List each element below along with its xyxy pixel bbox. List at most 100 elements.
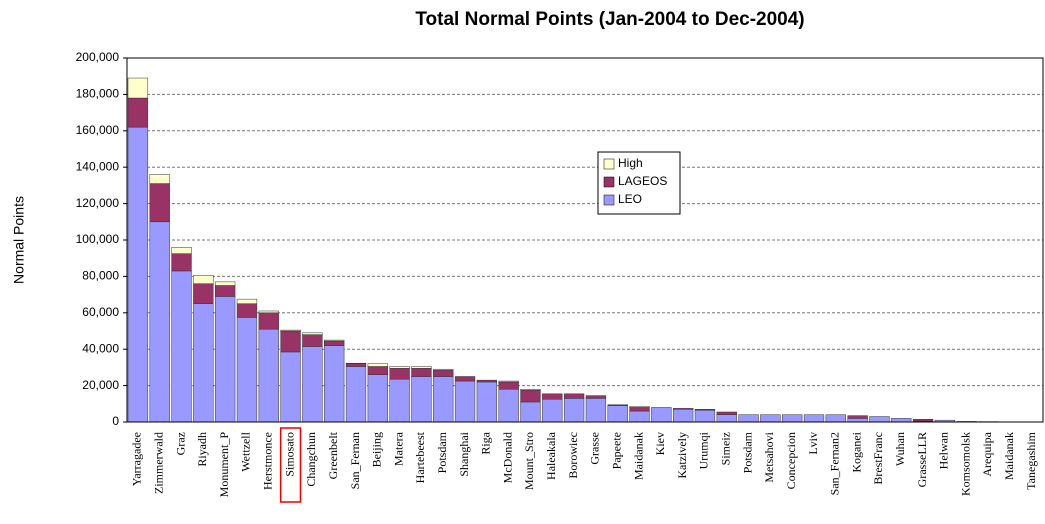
bar-segment bbox=[345, 362, 367, 365]
label-highlight bbox=[279, 427, 302, 503]
x-tick-label: Wuhan bbox=[893, 432, 907, 466]
bar-segment bbox=[651, 407, 672, 423]
x-tick-label: Graz bbox=[173, 432, 187, 455]
bar-segment bbox=[411, 366, 432, 369]
bar-segment bbox=[433, 376, 454, 423]
x-tick-label: Shanghai bbox=[457, 431, 471, 476]
x-tick-label: Grasse bbox=[588, 432, 602, 465]
bar-segment bbox=[345, 366, 367, 423]
bar-segment bbox=[193, 303, 214, 423]
x-tick-label: Wettzell bbox=[239, 431, 253, 471]
x-tick-label: Monument_P bbox=[217, 432, 231, 498]
x-tick-label: Potsdam bbox=[435, 431, 449, 473]
bar-segment bbox=[345, 363, 367, 367]
x-tick-label: Hartebeest bbox=[413, 431, 427, 483]
bar-segment bbox=[280, 351, 301, 423]
y-tick-label: 160,000 bbox=[76, 123, 120, 137]
bar-segment bbox=[433, 369, 454, 377]
x-tick-label: Haleakala bbox=[544, 431, 558, 480]
bar-segment bbox=[214, 281, 236, 286]
x-tick-label: Simosato bbox=[282, 432, 296, 477]
bar-segment bbox=[607, 405, 628, 423]
bar-segment bbox=[149, 221, 170, 423]
x-tick-label: San_Fernan2 bbox=[828, 432, 842, 495]
bar-segment bbox=[607, 404, 628, 406]
bar-segment bbox=[563, 398, 585, 423]
x-tick-label: Matera bbox=[391, 431, 405, 466]
bar-segment bbox=[782, 414, 803, 423]
bar-segment bbox=[847, 418, 868, 423]
y-tick-label: 20,000 bbox=[82, 378, 119, 392]
bar-segment bbox=[171, 247, 192, 254]
bar-segment bbox=[760, 414, 781, 423]
bar-segment bbox=[454, 380, 476, 423]
x-tick-label: McDonald bbox=[500, 432, 514, 483]
plot-frame bbox=[126, 57, 1044, 423]
bar-segment bbox=[302, 346, 323, 423]
x-tick-label: Kiev bbox=[653, 432, 667, 455]
bar-segment bbox=[672, 409, 694, 423]
bar-segment bbox=[389, 378, 410, 423]
y-tick-label: 100,000 bbox=[76, 232, 120, 246]
bar-segment bbox=[738, 414, 759, 423]
bar-segment bbox=[193, 275, 214, 284]
bar-segment bbox=[694, 409, 716, 423]
x-tick-label: Metsahovi bbox=[762, 431, 776, 482]
bar-segment bbox=[891, 418, 912, 423]
x-tick-label: GrasseLLR bbox=[915, 432, 929, 487]
bar-segment bbox=[520, 389, 541, 403]
bar-segment bbox=[214, 296, 236, 423]
x-tick-label: Tanegashim bbox=[1024, 431, 1038, 489]
y-tick-label: 120,000 bbox=[76, 196, 120, 210]
y-tick-label: 140,000 bbox=[76, 159, 120, 173]
x-tick-label: Simeiz bbox=[719, 432, 733, 465]
x-tick-label: Maidanak bbox=[1002, 432, 1016, 480]
x-tick-label: Zimmerwald bbox=[151, 432, 165, 494]
bar-segment bbox=[585, 398, 607, 423]
x-tick-label: Greenbelt bbox=[326, 431, 340, 479]
y-tick-label: 200,000 bbox=[76, 50, 120, 64]
bar-segment bbox=[127, 126, 149, 423]
bar-segment bbox=[149, 174, 170, 184]
x-tick-label: Riga bbox=[479, 431, 493, 454]
bar-segment bbox=[520, 401, 541, 423]
x-tick-label: Papeete bbox=[609, 432, 623, 469]
x-tick-label: Komsomolsk bbox=[958, 432, 972, 496]
bar-segment bbox=[563, 393, 585, 399]
x-tick-label: Koganei bbox=[849, 431, 863, 472]
chart-title: Total Normal Points (Jan-2004 to Dec-200… bbox=[415, 9, 804, 30]
bar-segment bbox=[367, 374, 388, 423]
bar-segment bbox=[411, 376, 432, 423]
bar-segment bbox=[542, 399, 563, 423]
y-tick-label: 40,000 bbox=[82, 341, 119, 355]
x-tick-label: Katzively bbox=[675, 432, 689, 479]
x-tick-label: BrestFranc bbox=[871, 432, 885, 485]
bar-segment bbox=[367, 363, 388, 367]
y-axis-label: Normal Points bbox=[11, 196, 27, 284]
x-tick-label: Yarragadee bbox=[130, 432, 144, 486]
x-tick-label: Maidanak bbox=[631, 432, 645, 480]
bar-segment bbox=[629, 410, 650, 423]
bar-segment bbox=[433, 368, 454, 371]
bar-segment bbox=[694, 409, 716, 411]
x-tick-label: Helwan bbox=[937, 432, 951, 469]
bar-segment bbox=[324, 340, 345, 346]
bar-segment bbox=[869, 416, 890, 423]
bar-segment bbox=[236, 303, 258, 318]
x-tick-label: Concepcion bbox=[784, 432, 798, 489]
x-tick-label: Urumqi bbox=[697, 431, 711, 469]
bar-segment bbox=[825, 414, 846, 423]
bar-segment bbox=[302, 334, 323, 347]
legend-label: High bbox=[618, 156, 643, 170]
legend-label: LEO bbox=[618, 192, 642, 206]
bar-segment bbox=[672, 408, 694, 410]
y-tick-label: 80,000 bbox=[82, 269, 119, 283]
bar-segment bbox=[803, 414, 825, 423]
bar-segment bbox=[258, 310, 279, 314]
bar-segment bbox=[258, 328, 279, 423]
bar-segment bbox=[193, 283, 214, 304]
bar-segment bbox=[127, 97, 149, 128]
bar-segment bbox=[411, 368, 432, 377]
x-tick-label: Changchun bbox=[304, 432, 318, 487]
